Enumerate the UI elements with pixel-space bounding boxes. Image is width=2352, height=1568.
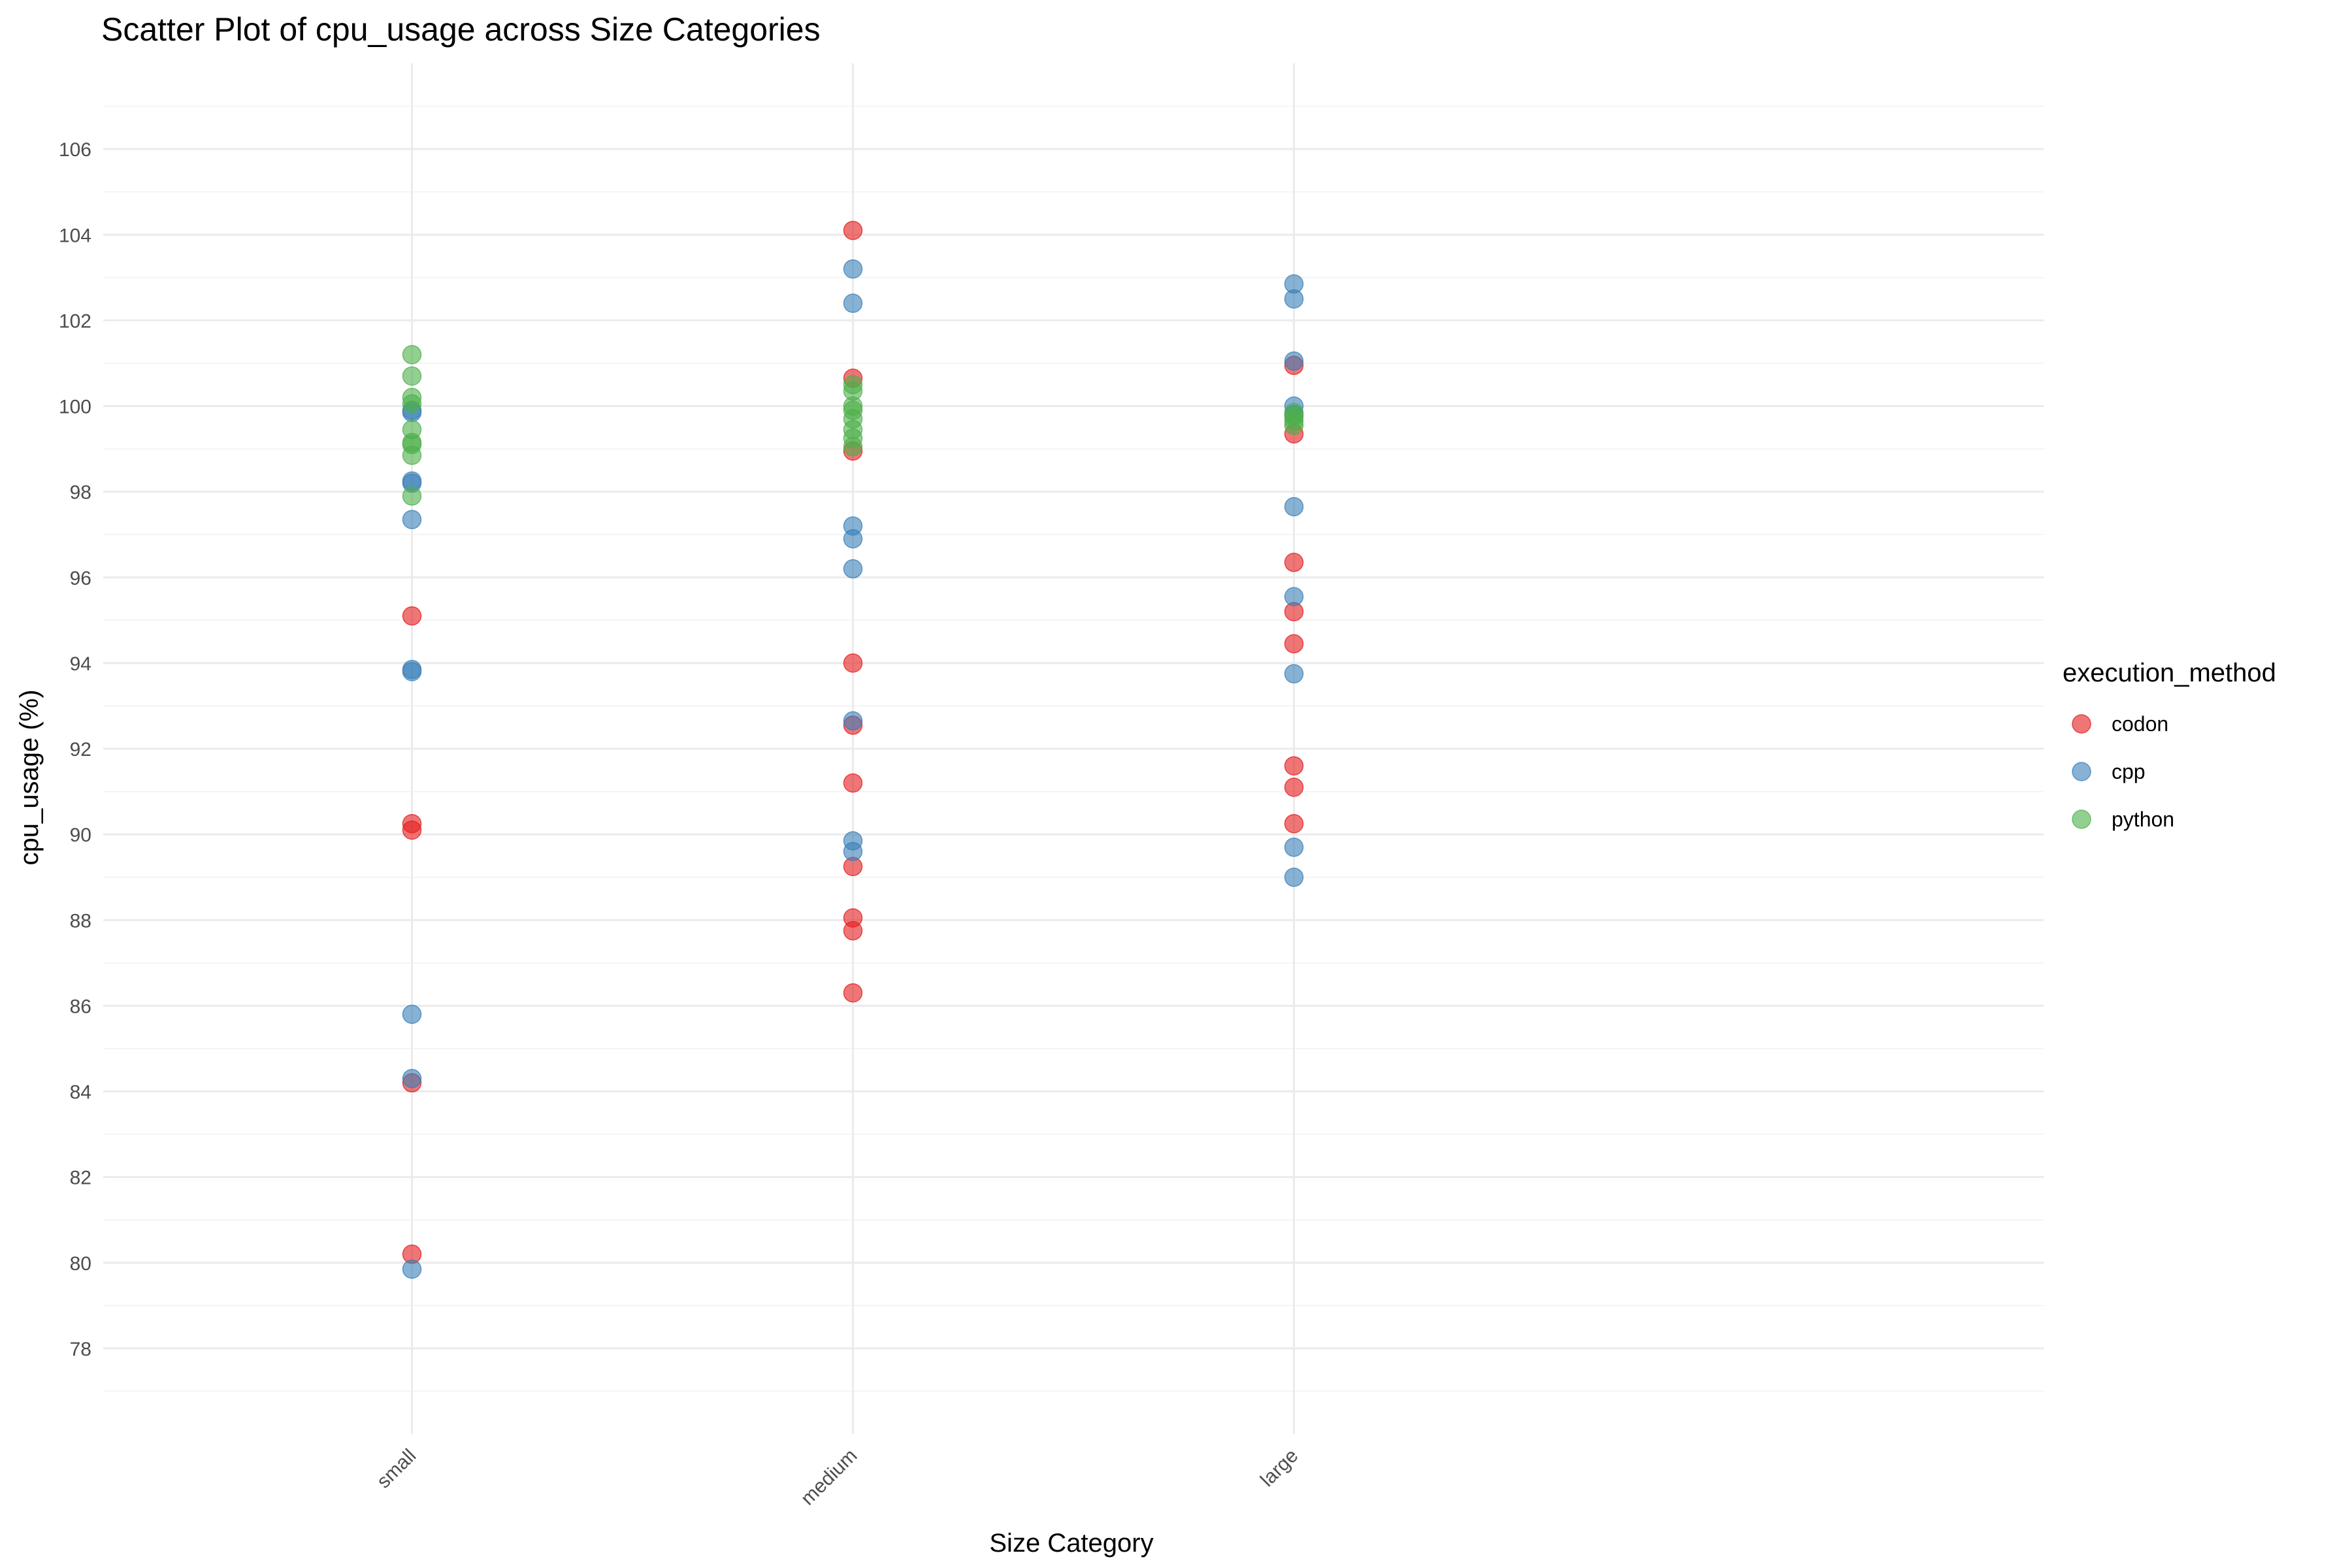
data-point-codon (843, 773, 863, 793)
data-point-cpp (402, 662, 422, 681)
data-point-codon (843, 220, 863, 240)
x-axis-title: Size Category (989, 1529, 1153, 1558)
y-axis-title: cpu_usage (%) (15, 689, 44, 865)
legend-label-python: python (2112, 808, 2174, 831)
data-point-cpp (1284, 587, 1304, 607)
data-point-cpp (843, 559, 863, 579)
data-point-python (1284, 416, 1304, 435)
data-point-cpp (402, 1259, 422, 1279)
data-point-codon (402, 820, 422, 840)
data-point-python (402, 366, 422, 386)
legend-label-cpp: cpp (2112, 760, 2146, 783)
data-point-cpp (1284, 838, 1304, 857)
data-point-python (402, 394, 422, 414)
data-point-codon (1284, 777, 1304, 797)
data-point-cpp (843, 529, 863, 549)
points-layer (402, 220, 1304, 1279)
data-point-codon (1284, 756, 1304, 776)
legend-key-python (2072, 809, 2091, 829)
data-point-cpp (402, 510, 422, 529)
data-point-codon (1284, 634, 1304, 654)
y-tick-label: 106 (59, 139, 91, 161)
chart-title: Scatter Plot of cpu_usage across Size Ca… (101, 11, 821, 48)
y-tick-label: 78 (70, 1339, 91, 1360)
data-point-cpp (402, 1069, 422, 1088)
data-point-codon (843, 653, 863, 673)
data-point-cpp (843, 259, 863, 279)
y-tick-label: 94 (70, 653, 91, 675)
legend-items: codon cpp python (2072, 712, 2174, 831)
y-tick-label: 88 (70, 910, 91, 932)
y-tick-label: 82 (70, 1168, 91, 1189)
y-tick-label: 102 (59, 310, 91, 332)
y-tick-label: 80 (70, 1253, 91, 1275)
legend-title: execution_method (2063, 659, 2276, 687)
y-tick-label: 96 (70, 568, 91, 589)
data-point-python (843, 437, 863, 457)
y-tick-label: 84 (70, 1082, 91, 1103)
y-tick-label: 86 (70, 996, 91, 1017)
data-point-codon (843, 921, 863, 941)
data-point-cpp (843, 711, 863, 731)
data-point-cpp (1284, 867, 1304, 887)
data-point-codon (843, 983, 863, 1003)
y-tick-label: 98 (70, 482, 91, 504)
legend-key-codon (2072, 714, 2091, 734)
axis-layer: 78 80 82 84 86 88 90 92 94 96 98 100 102 104 106 small m… (59, 139, 1303, 1509)
data-point-cpp (1284, 497, 1304, 517)
y-tick-label: 104 (59, 225, 91, 246)
data-point-cpp (843, 293, 863, 313)
data-point-python (402, 446, 422, 465)
data-point-python (402, 486, 422, 506)
legend-label-codon: codon (2112, 712, 2168, 736)
data-point-codon (1284, 553, 1304, 572)
x-tick-label: medium (797, 1445, 862, 1510)
data-point-codon (1284, 813, 1304, 834)
y-tick-label: 100 (59, 397, 91, 418)
legend-key-cpp (2072, 762, 2091, 781)
y-tick-label: 90 (70, 825, 91, 846)
data-point-codon (402, 606, 422, 626)
data-point-cpp (1284, 664, 1304, 684)
x-tick-label: small (373, 1445, 421, 1493)
data-point-cpp (1284, 351, 1304, 371)
x-tick-label: large (1256, 1445, 1303, 1492)
y-tick-label: 92 (70, 739, 91, 760)
data-point-cpp (843, 841, 863, 862)
data-point-cpp (402, 1004, 422, 1024)
data-point-cpp (1284, 289, 1304, 309)
grid-layer (103, 63, 2044, 1434)
data-point-python (402, 345, 422, 365)
legend: execution_method codon cpp python (2063, 659, 2276, 831)
